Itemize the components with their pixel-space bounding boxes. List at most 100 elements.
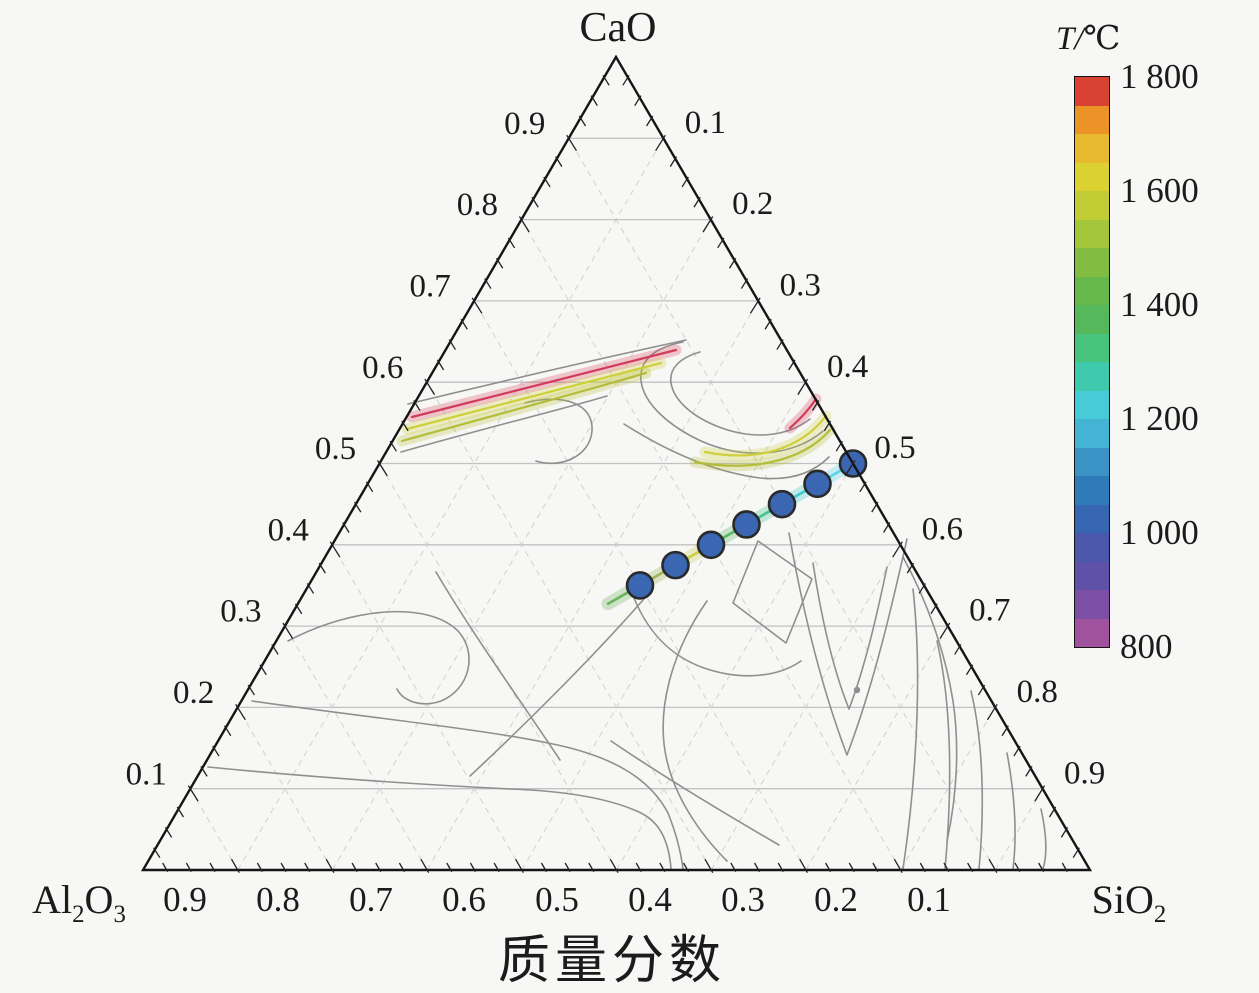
tick-label: 0.5 — [874, 430, 915, 466]
tick-label: 0.3 — [220, 594, 261, 630]
bottom-axis-title: 质量分数 — [497, 933, 726, 990]
data-point — [661, 550, 690, 580]
colored-contours — [396, 344, 836, 472]
colorbar-step — [1075, 476, 1109, 505]
contour-line — [670, 351, 811, 436]
tick-label: 0.4 — [628, 880, 672, 919]
vertex-label-al2o3: Al2O3 — [32, 877, 126, 928]
contour-line — [469, 591, 651, 777]
colorbar-title: T/℃ — [1056, 21, 1121, 57]
tick-label: 0.3 — [721, 880, 765, 919]
colorbar-step — [1075, 162, 1109, 191]
tick-label: 0.5 — [535, 880, 579, 919]
contour-line — [610, 740, 780, 846]
tick-label: 0.3 — [780, 267, 821, 303]
contour-line — [662, 600, 728, 862]
colorbar-step — [1075, 77, 1109, 106]
tick-label: 0.2 — [814, 880, 858, 919]
contour-line — [407, 339, 687, 405]
colorbar-step — [1075, 618, 1109, 647]
contour-line — [902, 588, 919, 870]
tick-label: 0.1 — [907, 880, 951, 919]
tick-label: 0.9 — [1064, 755, 1105, 791]
contour-lines — [207, 339, 1047, 870]
colorbar — [1074, 76, 1110, 648]
tick-label: 0.8 — [1017, 674, 1058, 710]
colorbar-tick-label: 800 — [1120, 627, 1173, 666]
contour-line — [251, 700, 684, 870]
colored-contour-line — [788, 397, 818, 430]
vertex-label-sio2: SiO2 — [1091, 877, 1167, 928]
colorbar-step — [1075, 248, 1109, 277]
colorbar-step — [1075, 561, 1109, 590]
contour-line — [1006, 752, 1016, 870]
tick-label: 0.5 — [315, 431, 356, 467]
minimum-dot — [853, 686, 861, 694]
colored-contour-line — [693, 428, 832, 467]
contour-line — [732, 540, 813, 644]
colorbar-step — [1075, 447, 1109, 476]
colorbar-step — [1075, 419, 1109, 448]
colorbar-step — [1075, 533, 1109, 562]
colorbar-step — [1075, 504, 1109, 533]
data-point — [767, 489, 797, 519]
data-points — [625, 449, 868, 600]
colorbar-step — [1075, 219, 1109, 248]
contour-line — [633, 597, 802, 677]
edge-ticks — [153, 74, 1080, 874]
colorbar-step — [1075, 134, 1109, 163]
data-point — [803, 469, 832, 499]
contour-line — [287, 610, 470, 705]
colorbar-tick-label: 1 800 — [1120, 57, 1199, 96]
colored-contour-line — [410, 348, 678, 419]
tick-label: 0.8 — [256, 880, 300, 919]
colored-contour-line — [703, 414, 828, 457]
tick-label: 0.7 — [409, 268, 450, 304]
contour-line — [623, 423, 830, 480]
tick-label: 0.7 — [969, 593, 1010, 629]
colored-contour-line — [400, 371, 648, 443]
colorbar-step — [1075, 276, 1109, 305]
colorbar-step — [1075, 390, 1109, 419]
contour-line — [812, 562, 888, 710]
tick-label: 0.9 — [163, 880, 207, 919]
colorbar-step — [1075, 191, 1109, 220]
contour-line — [1040, 808, 1047, 870]
contour-line — [435, 571, 561, 761]
data-point — [625, 571, 655, 600]
colorbar-step — [1075, 305, 1109, 334]
tick-label: 0.4 — [827, 349, 868, 385]
data-point — [732, 510, 761, 539]
tick-label: 0.1 — [126, 756, 167, 792]
tick-label: 0.1 — [685, 105, 726, 141]
colorbar-step — [1075, 333, 1109, 362]
contour-line — [640, 341, 824, 454]
colorbar-tick-label: 1 000 — [1120, 513, 1199, 552]
tick-label: 0.2 — [732, 186, 773, 222]
tick-label: 0.6 — [922, 511, 963, 547]
tick-label: 0.7 — [349, 880, 393, 919]
colorbar-tick-label: 1 200 — [1120, 399, 1199, 438]
contour-line — [788, 532, 908, 756]
contour-line — [902, 556, 958, 842]
data-point — [696, 530, 726, 560]
contour-line — [970, 690, 984, 870]
contour-line — [400, 395, 608, 453]
contour-line — [936, 640, 951, 870]
tick-label: 0.4 — [268, 512, 309, 548]
tick-label: 0.9 — [504, 106, 545, 142]
contour-line — [207, 766, 672, 870]
colored-contour-line — [405, 361, 663, 431]
colorbar-tick-label: 1 400 — [1120, 285, 1199, 324]
tick-label: 0.8 — [457, 187, 498, 223]
colorbar-step — [1075, 105, 1109, 134]
colorbar-step — [1075, 590, 1109, 619]
tick-label: 0.2 — [173, 675, 214, 711]
tick-label: 0.6 — [442, 880, 486, 919]
vertex-label-cao: CaO — [579, 5, 657, 51]
axis-tick-labels: 0.1 0.2 0.3 0.4 0.5 0.6 0.7 0.8 0.9 0.1 0.2 0.3 0.4 0… — [126, 105, 1106, 919]
tick-label: 0.6 — [362, 350, 403, 386]
colorbar-step — [1075, 362, 1109, 391]
